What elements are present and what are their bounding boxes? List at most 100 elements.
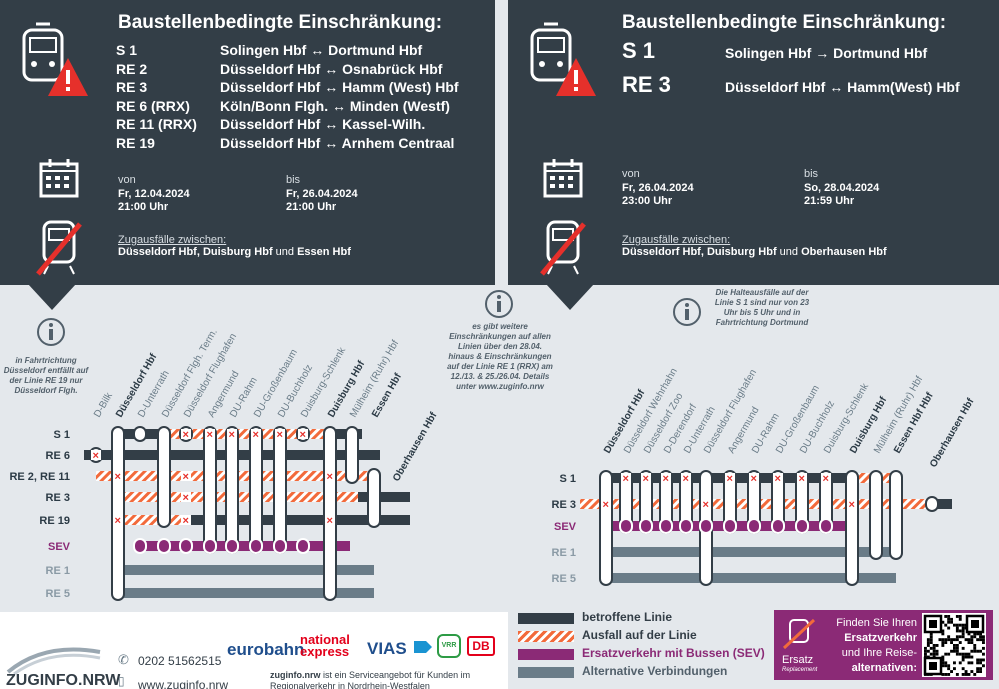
station-stop: [111, 426, 125, 601]
sev-stop: [723, 518, 737, 534]
qr-module: [941, 632, 945, 636]
qr-module: [932, 646, 936, 650]
qr-module: [947, 667, 951, 671]
cancel-mark: [681, 473, 691, 483]
line-s1-cancelled: [168, 429, 326, 439]
sev-stop: [203, 538, 217, 554]
line-re3-cancelled: [580, 499, 950, 509]
qr-code[interactable]: [922, 613, 986, 677]
ausfall-und: und: [275, 246, 295, 258]
qr-module: [958, 652, 962, 656]
line-label: RE 5: [46, 588, 70, 600]
route-text: Düsseldorf Hbf ↔ Arnhem Centraal: [220, 134, 455, 151]
vias-arrow-icon: [414, 641, 432, 653]
qr-module: [941, 641, 945, 644]
qr-module: [958, 623, 962, 627]
qr-module: [967, 673, 971, 676]
cancel-mark: [821, 473, 831, 483]
legend-alternative-swatch: [518, 667, 574, 678]
cancel-mark: [797, 473, 807, 483]
qr-module: [970, 655, 974, 659]
qr-module: [932, 644, 936, 647]
ersatz-box: Ersatz Replacement Finden Sie Ihren Ersa…: [774, 610, 993, 680]
qr-module: [932, 649, 936, 653]
ersatz-icon: [782, 618, 816, 650]
line-label: SEV: [48, 541, 71, 553]
cancel-mark: [325, 515, 335, 525]
ersatz-line1: Finden Sie Ihren: [836, 617, 917, 629]
qr-module: [944, 641, 948, 644]
qr-module: [973, 646, 977, 650]
info-icon: [673, 298, 701, 326]
station-stop: [273, 426, 287, 554]
cancel-mark: [113, 471, 123, 481]
station-stop: [157, 426, 171, 528]
qr-module: [944, 615, 948, 618]
footer: ZUGINFO.NRW ✆ 0202 51562515 ▯ www.zuginf…: [0, 612, 508, 689]
line-label: SEV: [554, 521, 577, 533]
qr-module: [979, 638, 982, 642]
qr-module: [976, 661, 980, 665]
web-link[interactable]: www.zuginfo.nrw: [138, 678, 229, 689]
sev-stop: [225, 538, 239, 554]
cancel-x: ×: [327, 515, 333, 527]
qr-module: [961, 658, 965, 662]
cancel-x: ×: [683, 473, 689, 485]
db-logo: DB: [467, 636, 495, 656]
qr-module: [979, 667, 982, 671]
cancel-mark: [641, 473, 651, 483]
qr-module: [967, 661, 971, 665]
cancel-x: ×: [643, 473, 649, 485]
station-stop: [249, 426, 263, 554]
qr-module: [970, 670, 974, 673]
route-text: Köln/Bonn Flgh. ↔ Minden (Westf): [220, 97, 450, 114]
line-label: RE 5: [552, 573, 576, 585]
line-label: S 1: [53, 429, 70, 441]
station-stop: [345, 426, 359, 484]
line-re19: [118, 515, 410, 525]
qr-module: [970, 661, 974, 665]
legend-alternative: Alternative Verbindungen: [582, 664, 728, 678]
phone-number[interactable]: 0202 51562515: [138, 654, 222, 668]
qr-finder: [965, 614, 985, 634]
cancel-mark: [205, 429, 215, 439]
qr-finder: [923, 614, 943, 634]
cancel-mark: [181, 515, 191, 525]
route-line: S 1: [116, 42, 138, 58]
cancel-x: ×: [327, 471, 333, 483]
cancel-mark: [181, 471, 191, 481]
ausfall-stations: Düsseldorf Hbf, Duisburg Hbf und Oberhau…: [622, 246, 887, 258]
sev-stop: [795, 518, 809, 534]
route-line: RE 2: [116, 60, 148, 77]
right-info-panel: Baustellenbedingte Einschränkung: S 1 So…: [508, 0, 999, 285]
qr-module: [955, 649, 959, 653]
qr-module: [955, 626, 959, 630]
vrr-text: VRR: [441, 642, 457, 649]
route-line: RE 3: [116, 79, 148, 95]
route-text: Düsseldorf Hbf ↔ Hamm (West) Hbf: [220, 79, 459, 95]
left-line-diagram: S 1 RE 6 RE 2, RE 11 RE 3 RE 19 SEV RE 1 RE 5 D-…: [9, 327, 440, 601]
cancel-mark: [113, 515, 123, 525]
qr-module: [976, 658, 980, 662]
qr-module: [953, 661, 956, 665]
qr-module: [979, 670, 982, 673]
qr-module: [958, 661, 962, 665]
qr-module: [955, 652, 959, 656]
left-panel-pointer: [28, 284, 76, 310]
qr-module: [926, 638, 930, 642]
station-stop: [367, 468, 381, 528]
qr-finder-center: [929, 620, 937, 628]
ausfall-und: und: [779, 246, 799, 258]
qr-module: [929, 635, 933, 639]
right-note: Die Halteausfälle auf der Linie S 1 sind…: [714, 288, 810, 327]
qr-module: [944, 623, 948, 627]
qr-module: [970, 641, 974, 644]
qr-module: [944, 661, 948, 665]
service-bold: zuginfo.nrw: [270, 670, 321, 680]
qr-module: [961, 635, 965, 639]
cancel-x: ×: [799, 473, 805, 485]
line-label: RE 3: [552, 499, 576, 511]
train-cancelled-icon: [36, 220, 82, 276]
qr-module: [955, 646, 959, 650]
qr-module: [982, 664, 985, 668]
